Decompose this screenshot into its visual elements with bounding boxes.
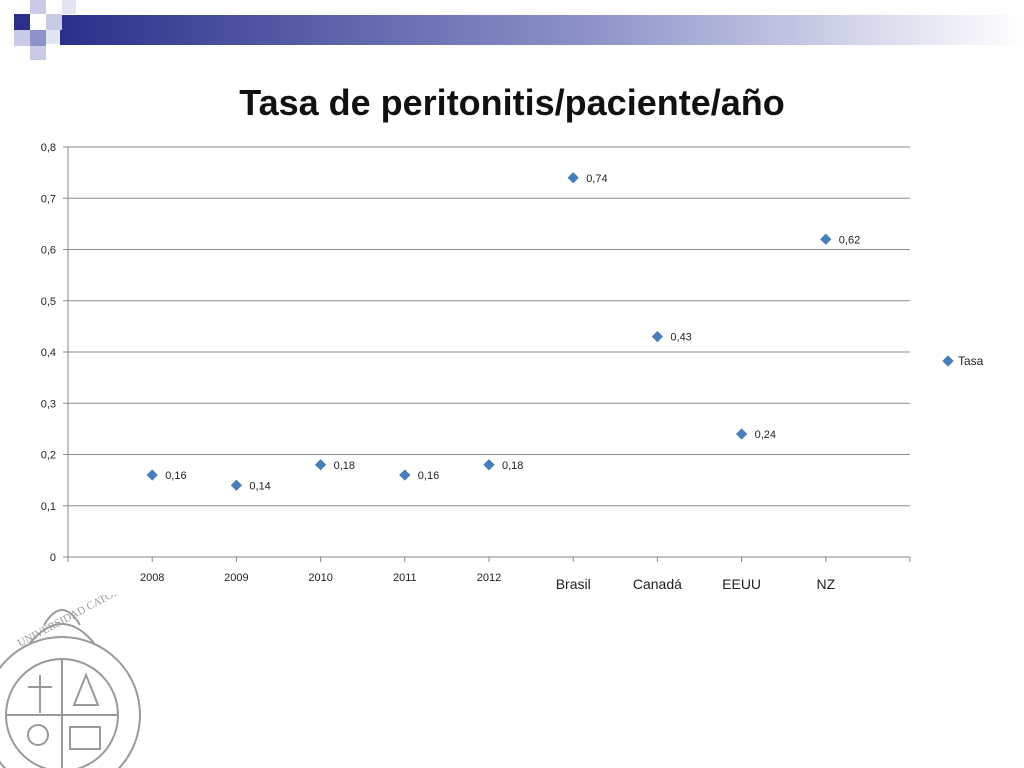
- header-square: [14, 30, 30, 46]
- header-square: [46, 14, 62, 30]
- y-tick-label: 0,4: [41, 347, 56, 359]
- data-label: 0,14: [249, 480, 270, 492]
- x-tick-label: 2008: [140, 572, 164, 584]
- data-label: 0,16: [165, 470, 186, 482]
- data-label: 0,18: [334, 460, 355, 472]
- data-point: [146, 469, 158, 481]
- chart-legend: Tasa: [942, 354, 984, 368]
- x-tick-label: NZ: [816, 576, 835, 592]
- university-seal-icon: UNIVERSIDAD CATÓLICA: [0, 595, 141, 768]
- data-label: 0,16: [418, 470, 439, 482]
- header-square: [30, 30, 46, 46]
- header-decoration: [14, 0, 1024, 60]
- scatter-chart: 0 0,1 0,2 0,3 0,4 0,5 0,6 0,7 0,8 2008 2009 2010 201…: [41, 142, 911, 592]
- data-point: [483, 459, 495, 471]
- x-tick-label: Canadá: [633, 576, 682, 592]
- chart-points: 0,16 0,14 0,18 0,16 0,18 0,74 0,43 0,24 0,62: [146, 172, 860, 492]
- header-square: [30, 46, 46, 60]
- y-tick-label: 0,6: [41, 245, 56, 257]
- y-tick-label: 0,7: [41, 193, 56, 205]
- seal-text: UNIVERSIDAD CATÓLICA: [16, 595, 138, 650]
- header-band: [60, 15, 1024, 45]
- data-point: [399, 469, 411, 481]
- data-label: 0,74: [586, 173, 607, 185]
- x-tick-label: EEUU: [722, 576, 761, 592]
- y-tick-label: 0,5: [41, 296, 56, 308]
- slide-title: Tasa de peritonitis/paciente/año: [239, 82, 785, 123]
- data-label: 0,24: [755, 429, 776, 441]
- header-square: [46, 30, 60, 44]
- data-label: 0,62: [839, 234, 860, 246]
- x-tick-label: 2010: [308, 572, 332, 584]
- data-point: [230, 479, 243, 491]
- data-label: 0,18: [502, 460, 523, 472]
- legend-label: Tasa: [958, 354, 984, 368]
- legend-marker-icon: [942, 355, 954, 367]
- x-tick-label: 2011: [393, 572, 417, 584]
- chart-axes: 0 0,1 0,2 0,3 0,4 0,5 0,6 0,7 0,8 2008 2009 2010 201…: [41, 142, 911, 592]
- header-square: [30, 0, 46, 14]
- data-label: 0,43: [670, 332, 691, 344]
- data-point: [820, 233, 832, 245]
- data-point: [314, 459, 327, 471]
- data-point: [651, 330, 664, 343]
- y-tick-label: 0,8: [41, 142, 56, 154]
- data-point: [735, 428, 748, 440]
- x-tick-label: 2009: [224, 572, 248, 584]
- y-tick-label: 0,2: [41, 450, 56, 462]
- y-tick-label: 0,1: [41, 501, 56, 513]
- x-tick-label: Brasil: [556, 576, 591, 592]
- header-square: [14, 14, 30, 30]
- y-tick-label: 0,3: [41, 398, 56, 410]
- chart-gridlines: [68, 146, 910, 558]
- header-square: [62, 0, 76, 14]
- data-point: [567, 172, 579, 184]
- y-tick-label: 0: [50, 552, 56, 564]
- x-tick-label: 2012: [477, 572, 501, 584]
